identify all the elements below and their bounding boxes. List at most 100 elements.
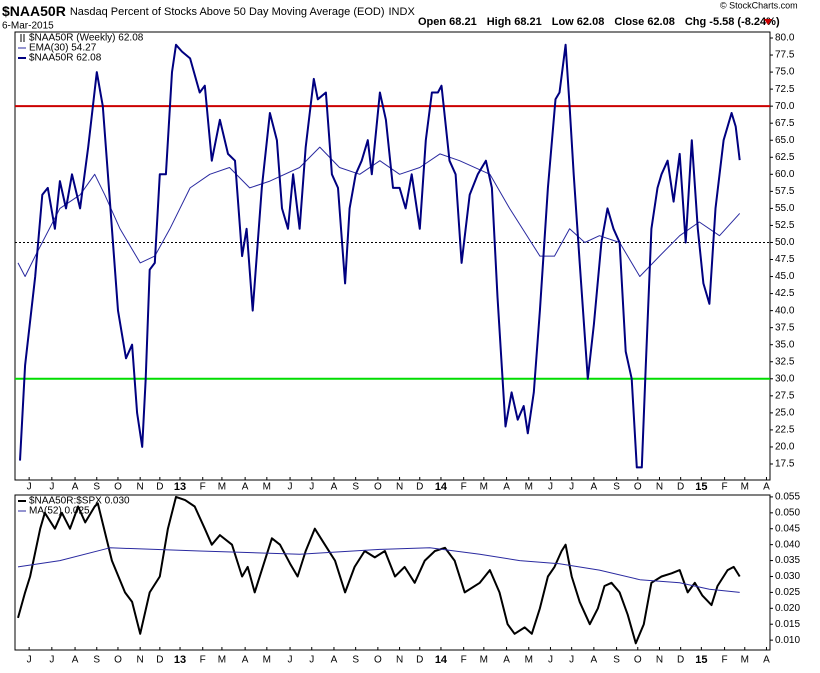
y-tick-label: 47.5 [775, 254, 795, 265]
x-tick-label: J [309, 655, 314, 666]
description: Nasdaq Percent of Stocks Above 50 Day Mo… [70, 6, 385, 18]
y-tick-label: 55.0 [775, 203, 795, 214]
y-tick-label: 0.030 [775, 571, 800, 582]
x-tick-label: 13 [174, 481, 186, 493]
y-tick-label: 22.5 [775, 425, 795, 436]
x-tick-label: A [331, 482, 338, 493]
x-tick-label: J [569, 655, 574, 666]
x-tick-label: M [263, 482, 271, 493]
x-tick-label: S [613, 482, 620, 493]
y-tick-label: 40.0 [775, 305, 795, 316]
y-tick-label: 30.0 [775, 373, 795, 384]
quote-item: High 68.21 [487, 16, 542, 28]
legend-label: MA(52) 0.025 [29, 506, 90, 517]
quote-item: Open 68.21 [418, 16, 477, 28]
y-tick-label: 17.5 [775, 459, 795, 470]
x-tick-label: S [352, 482, 359, 493]
x-tick-label: M [218, 482, 226, 493]
x-tick-label: N [396, 482, 403, 493]
x-tick-label: N [137, 482, 144, 493]
quote-item: Low 62.08 [552, 16, 605, 28]
x-tick-label: M [480, 655, 488, 666]
legend-label: $NAA50R:$SPX 0.030 [29, 496, 130, 507]
y-tick-label: 0.055 [775, 492, 800, 503]
x-tick-label: J [288, 482, 293, 493]
series-line [17, 146, 741, 277]
x-tick-label: N [656, 655, 663, 666]
y-tick-label: 65.0 [775, 135, 795, 146]
x-tick-label: A [242, 482, 249, 493]
date: 6-Mar-2015 [2, 21, 54, 32]
x-tick-label: F [200, 482, 206, 493]
x-tick-label: S [613, 655, 620, 666]
x-tick-label: M [218, 655, 226, 666]
header-line: $NAA50R Nasdaq Percent of Stocks Above 50… [2, 3, 415, 19]
x-tick-label: F [461, 655, 467, 666]
x-tick-label: O [374, 655, 382, 666]
x-tick-label: J [27, 482, 32, 493]
y-tick-label: 75.0 [775, 67, 795, 78]
x-tick-label: M [741, 655, 749, 666]
x-tick-label: F [722, 655, 728, 666]
quote-item: Chg -5.58 (-8.24%) [685, 16, 780, 28]
y-tick-label: 52.5 [775, 220, 795, 231]
y-tick-label: 27.5 [775, 390, 795, 401]
x-tick-label: M [741, 482, 749, 493]
x-tick-label: S [93, 655, 100, 666]
legend-label: $NAA50R 62.08 [29, 53, 102, 64]
x-tick-label: 14 [435, 654, 448, 666]
x-tick-label: 15 [695, 481, 707, 493]
x-tick-label: M [525, 655, 533, 666]
y-tick-label: 77.5 [775, 50, 795, 61]
x-tick-label: M [480, 482, 488, 493]
x-tick-label: A [331, 655, 338, 666]
y-tick-label: 45.0 [775, 271, 795, 282]
symbol: $NAA50R [2, 3, 66, 19]
x-tick-label: 13 [174, 654, 186, 666]
x-tick-label: D [416, 482, 423, 493]
x-tick-label: O [374, 482, 382, 493]
x-tick-label: D [156, 482, 163, 493]
copyright: © StockCharts.com [720, 0, 798, 10]
x-tick-label: N [137, 655, 144, 666]
x-tick-label: O [114, 655, 122, 666]
legend-label: EMA(30) 54.27 [29, 43, 97, 54]
panel-frame [14, 494, 771, 651]
x-tick-label: A [503, 482, 510, 493]
exchange: INDX [389, 6, 416, 18]
y-tick-label: 0.025 [775, 587, 800, 598]
y-tick-label: 0.035 [775, 555, 800, 566]
x-tick-label: J [548, 655, 553, 666]
down-arrow [764, 19, 772, 25]
x-tick-label: A [242, 655, 249, 666]
x-tick-label: M [525, 482, 533, 493]
x-tick-label: 14 [435, 481, 448, 493]
x-tick-label: S [352, 655, 359, 666]
x-tick-label: A [72, 655, 79, 666]
legend-label: $NAA50R (Weekly) 62.08 [29, 33, 144, 44]
x-tick-label: D [677, 655, 684, 666]
x-tick-label: O [634, 655, 642, 666]
x-tick-label: J [49, 655, 54, 666]
y-tick-label: 67.5 [775, 118, 795, 129]
series-line [19, 43, 741, 469]
y-tick-label: 80.0 [775, 33, 795, 44]
x-tick-label: F [461, 482, 467, 493]
x-tick-label: J [569, 482, 574, 493]
y-tick-label: 35.0 [775, 339, 795, 350]
x-tick-label: J [548, 482, 553, 493]
x-tick-label: J [309, 482, 314, 493]
y-tick-label: 62.5 [775, 152, 795, 163]
x-tick-label: A [591, 482, 598, 493]
y-tick-label: 20.0 [775, 442, 795, 453]
x-tick-label: A [503, 655, 510, 666]
x-tick-label: O [634, 482, 642, 493]
x-tick-label: N [396, 655, 403, 666]
x-tick-label: F [200, 655, 206, 666]
x-tick-label: F [722, 482, 728, 493]
x-tick-label: A [763, 482, 770, 493]
series-line [17, 547, 740, 593]
x-tick-label: A [72, 482, 79, 493]
x-tick-label: J [288, 655, 293, 666]
